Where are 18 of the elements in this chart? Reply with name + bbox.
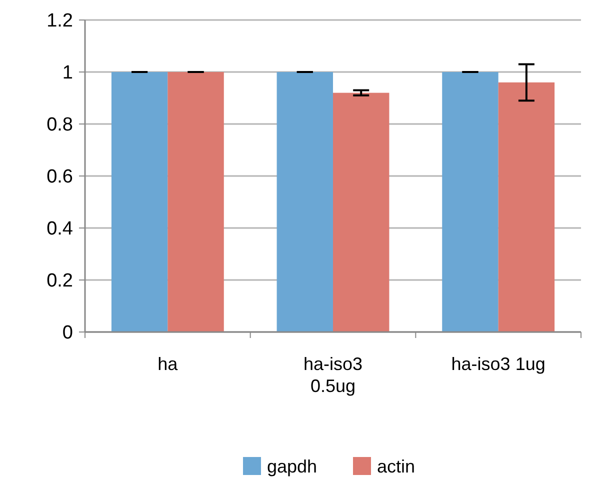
y-tick-label: 1.2 <box>46 10 73 32</box>
y-tick-label: 0.6 <box>46 166 73 188</box>
y-tick-label: 0 <box>62 322 73 344</box>
x-tick-label: ha-iso3 0.5ug <box>303 354 363 396</box>
x-tick-label: ha <box>158 354 179 374</box>
bar <box>276 72 333 332</box>
bar <box>111 72 168 332</box>
y-tick-label: 0.4 <box>46 218 74 240</box>
bar <box>333 92 390 332</box>
bar <box>442 72 498 332</box>
y-tick-label: 0.8 <box>46 114 73 136</box>
bar <box>168 72 224 332</box>
x-tick-label: ha-iso3 1ug <box>451 354 546 374</box>
y-tick-label: 0.2 <box>46 270 73 292</box>
bar <box>498 82 555 332</box>
legend-label: gapdh <box>267 456 318 476</box>
y-tick-label: 1 <box>62 62 73 84</box>
legend-label: actin <box>377 456 416 476</box>
